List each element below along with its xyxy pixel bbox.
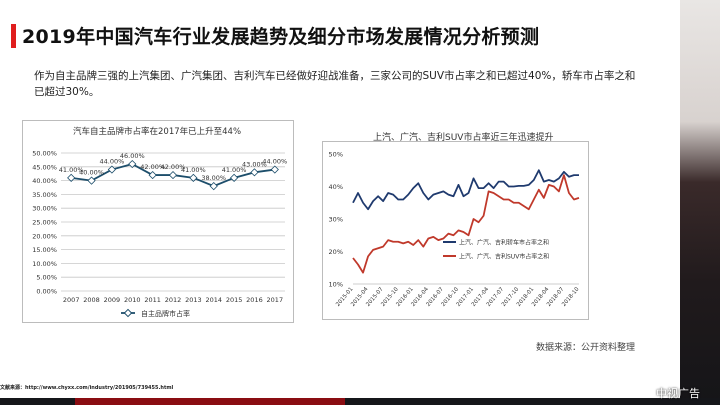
x-tick-label: 2011 [144,296,161,304]
x-tick-label: 2017 [267,296,284,304]
chart-suv-share-svg: 10%20%30%40%50%2015-012015-042015-072015… [329,151,581,308]
data-label: 42.00% [140,163,165,171]
data-point [189,173,198,182]
y-tick-label: 15.00% [32,246,57,254]
x-tick-label: 2009 [104,296,121,304]
series-line [352,169,579,211]
y-tick-label: 5.00% [36,274,57,282]
y-tick-label: 20% [329,248,343,256]
data-label: 44.00% [100,158,125,166]
data-point [168,170,178,180]
data-label: 42.00% [161,163,186,171]
y-tick-label: 50% [329,151,343,159]
data-label: 46.00% [120,152,145,160]
x-tick-label: 2007 [63,296,80,304]
slide: 2019年中国汽车行业发展趋势及细分市场发展情况分析预测 作为自主品牌三强的上汽… [0,0,680,398]
data-label: 41.00% [59,166,84,174]
legend-marker [123,308,133,318]
x-tick-label: 2016 [246,296,263,304]
y-tick-label: 30.00% [32,205,57,213]
data-source: 数据来源：公开资料整理 [536,343,636,353]
page-title: 2019年中国汽车行业发展趋势及细分市场发展情况分析预测 [22,26,540,48]
data-point [229,173,239,182]
data-label: 38.00% [201,174,226,182]
footer-link[interactable]: 文献来源：http://www.chyxx.com/industry/20190… [0,385,174,391]
data-label: 44.00% [262,158,287,166]
y-tick-label: 40% [329,183,343,191]
chart-brand-share-svg: 0.00% 5.00% 10.00% 15.00% 20.00% 25.00% 30.00%… [32,150,287,319]
x-tick-label: 2010 [124,296,141,304]
y-tick-label: 20.00% [32,232,57,240]
watermark: 中视广告 [656,387,700,400]
y-tick-label: 0.00% [36,288,57,296]
data-label: 43.00% [242,160,267,168]
y-tick-label: 10% [329,281,343,289]
y-tick-label: 45.00% [32,163,57,171]
data-point [67,173,76,182]
chart-brand-share: 汽车自主品牌市占率在2017年已上升至44% 0.00% 5.00% 10.00% 1… [22,120,294,323]
x-tick-label: 2008 [83,296,100,304]
data-label: 41.00% [181,166,206,174]
x-tick-label: 2013 [185,296,202,304]
title-accent-bar [11,24,16,48]
background-strip [0,398,720,405]
data-label: 40.00% [79,169,104,177]
y-tick-label: 25.00% [32,219,57,227]
data-point [209,182,218,191]
chart-title: 汽车自主品牌市占率在2017年已上升至44% [73,127,242,137]
series-line [352,174,580,274]
chart-title: 上汽、广汽、吉利SUV市占率近三年迅速提升 [373,133,554,143]
chart-suv-share: 上汽、广汽、吉利SUV市占率近三年迅速提升 10% 20% 30% 40% 50% 201… [322,133,589,320]
y-tick-label: 50.00% [32,150,57,158]
data-point [87,176,96,185]
y-tick-label: 30% [329,216,343,224]
legend-label: 上汽、广汽、吉利轿车市占率之和 [459,239,549,247]
legend-label: 上汽、广汽、吉利SUV市占率之和 [459,253,549,261]
y-tick-label: 35.00% [32,191,57,199]
x-tick-label: 2014 [205,296,222,304]
data-point [148,170,157,180]
description: 作为自主品牌三强的上汽集团、广汽集团、吉利汽车已经做好迎战准备，三家公司的SUV… [34,70,636,98]
x-tick-label: 2015 [226,296,243,304]
y-tick-label: 40.00% [32,177,57,185]
data-label: 41.00% [222,166,247,174]
data-point [107,165,117,174]
data-point [250,168,259,177]
data-point [128,159,137,169]
background-photo [680,0,720,405]
x-tick-label: 2012 [165,296,182,304]
y-tick-label: 10.00% [32,260,57,268]
data-point [270,165,279,174]
legend-label: 自主品牌市占率 [141,309,190,318]
